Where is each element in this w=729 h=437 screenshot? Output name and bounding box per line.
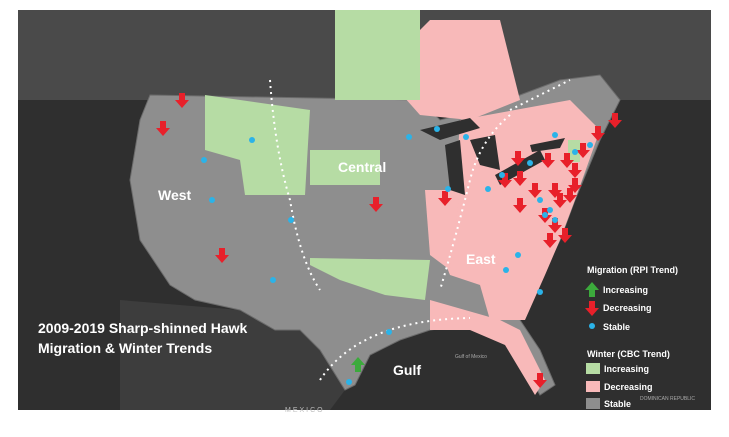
legend-item: Stable xyxy=(603,322,630,332)
stable-marker xyxy=(515,252,521,258)
stable-marker xyxy=(537,197,543,203)
stable-marker xyxy=(547,207,553,213)
south-dakota xyxy=(310,150,380,185)
stable-marker xyxy=(503,267,509,273)
legend-title: Migration (RPI Trend) xyxy=(587,265,678,275)
stable-marker xyxy=(386,329,392,335)
stable-marker xyxy=(552,132,558,138)
illinois xyxy=(425,190,460,270)
mexico xyxy=(120,300,345,410)
place-label: Gulf of Mexico xyxy=(455,354,487,360)
stable-marker xyxy=(499,172,505,178)
region-label: West xyxy=(158,187,192,203)
region-label: Gulf xyxy=(393,362,421,378)
legend-symbol xyxy=(589,323,595,329)
region-label: Central xyxy=(338,159,386,175)
legend-item: Decreasing xyxy=(603,303,652,313)
manitoba xyxy=(335,10,420,100)
title: Migration & Winter Trends xyxy=(38,340,212,356)
place-label: DOMINICAN REPUBLIC xyxy=(640,396,695,402)
stable-marker xyxy=(537,289,543,295)
stable-marker xyxy=(542,212,548,218)
place-label: MEXICO xyxy=(285,407,325,414)
stable-marker xyxy=(445,186,451,192)
stable-marker xyxy=(288,217,294,223)
stable-marker xyxy=(209,197,215,203)
stable-marker xyxy=(201,157,207,163)
stable-marker xyxy=(346,379,352,385)
stable-marker xyxy=(485,186,491,192)
stable-marker xyxy=(434,126,440,132)
legend-swatch xyxy=(586,363,600,374)
oklahoma-arkansas xyxy=(310,258,430,300)
stable-marker xyxy=(270,277,276,283)
stable-marker xyxy=(463,134,469,140)
legend-item: Increasing xyxy=(603,285,648,295)
legend-item: Stable xyxy=(604,399,631,409)
florida-gulf xyxy=(430,300,545,395)
stable-marker xyxy=(249,137,255,143)
montana-wyoming xyxy=(205,95,310,195)
legend-title: Winter (CBC Trend) xyxy=(587,349,670,359)
flyway-line xyxy=(269,79,321,291)
flyway-line xyxy=(439,114,511,291)
stable-marker xyxy=(572,149,578,155)
legend-swatch xyxy=(586,381,600,392)
region-label: East xyxy=(466,251,496,267)
legend-item: Increasing xyxy=(604,364,649,374)
stable-marker xyxy=(552,217,558,223)
stable-marker xyxy=(527,160,533,166)
flyway-line xyxy=(509,79,571,111)
title: 2009-2019 Sharp-shinned Hawk xyxy=(38,320,248,336)
great-lakes xyxy=(420,118,565,195)
legend-swatch xyxy=(586,398,600,409)
stable-marker xyxy=(406,134,412,140)
legend-item: Decreasing xyxy=(604,382,653,392)
stable-marker xyxy=(587,142,593,148)
